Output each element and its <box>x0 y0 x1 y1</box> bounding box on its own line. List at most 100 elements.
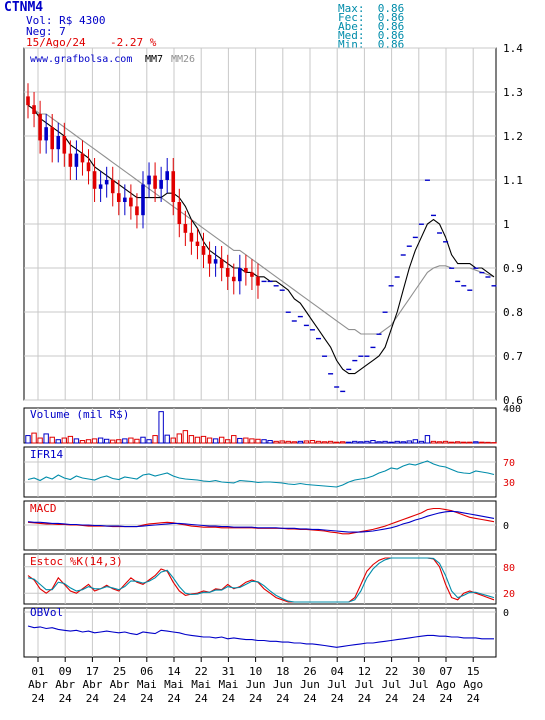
volume-tick-label: 400 <box>503 404 521 415</box>
volume-bar <box>31 432 37 444</box>
volume-bar <box>340 441 346 444</box>
price-tick-mark <box>340 390 346 393</box>
x-day-label: 22 <box>385 665 398 678</box>
x-month-label: Abr <box>55 678 75 691</box>
stoch-d-line <box>27 557 495 603</box>
price-tick-mark <box>376 333 382 335</box>
volume-bar <box>97 437 104 444</box>
x-month-label: Jul <box>409 678 429 691</box>
price-tick-mark <box>267 280 273 283</box>
x-day-label: 15 <box>467 665 480 678</box>
macd-title: MACD <box>30 502 57 515</box>
open-label: Abe: 0.86 <box>338 20 405 33</box>
volume-bar <box>116 439 122 444</box>
volume-bar <box>91 438 98 444</box>
x-month-label: Jun <box>246 678 266 691</box>
obv-panel <box>23 607 497 658</box>
volume-bar <box>255 438 261 444</box>
price-tick-mark <box>291 320 297 322</box>
volume-bar <box>382 440 388 444</box>
price-tick-mark <box>315 337 321 340</box>
candle-body <box>98 184 103 189</box>
volume-bar <box>473 441 479 444</box>
volume-bar <box>206 437 213 444</box>
x-day-label: 26 <box>303 665 316 678</box>
volume-bar <box>122 438 128 444</box>
volume-bar <box>43 433 49 444</box>
volume-bar <box>333 441 340 444</box>
volume-bar <box>249 438 255 444</box>
candle-body <box>141 184 145 216</box>
volume-bar <box>200 435 207 444</box>
price-tick-mark <box>461 285 467 287</box>
ticker-symbol: CTNM4 <box>4 0 44 15</box>
candle-body <box>183 224 188 233</box>
obv-title: OBVol <box>30 606 63 619</box>
x-month-label: Ago <box>436 678 456 691</box>
x-year-label: 24 <box>167 692 181 705</box>
volume-bar <box>25 435 31 444</box>
volume-bar <box>352 440 358 444</box>
price-tick-mark <box>279 289 285 291</box>
volume-bar <box>400 441 406 444</box>
volume-bar <box>430 440 437 444</box>
candle-body <box>244 268 248 273</box>
price-tick-mark <box>346 368 352 371</box>
price-tick-mark <box>449 267 455 269</box>
x-year-label: 24 <box>439 692 453 705</box>
candle-body <box>147 175 151 185</box>
volume-bar <box>321 441 328 444</box>
price-tick-mark <box>412 236 418 239</box>
x-year-label: 24 <box>385 692 399 705</box>
candle-body <box>238 268 242 282</box>
price-tick-mark <box>400 254 406 256</box>
ifr-title: IFR14 <box>30 448 63 461</box>
volume-bar <box>267 440 273 444</box>
price-tick-mark <box>479 271 485 274</box>
volume-bar <box>261 439 267 444</box>
x-month-label: Jun <box>273 678 293 691</box>
ifr-tick-70: 70 <box>503 458 515 469</box>
volume-bar <box>134 438 140 444</box>
obv-panel-frame <box>23 607 497 658</box>
x-day-label: 30 <box>412 665 425 678</box>
price-tick-mark <box>394 276 400 278</box>
candle-body <box>213 259 218 264</box>
source-label: www.grafbolsa.com <box>30 54 132 65</box>
candle-body <box>195 241 200 246</box>
candle-body <box>80 153 85 163</box>
stoch-tick-20: 20 <box>503 589 515 600</box>
volume-bar <box>182 430 189 444</box>
volume-bar <box>364 440 370 444</box>
price-tick-mark <box>303 324 309 327</box>
min-label: Min: 0.86 <box>338 38 405 51</box>
x-year-label: 24 <box>59 692 73 705</box>
x-day-label: 25 <box>113 665 126 678</box>
x-day-label: 07 <box>439 665 452 678</box>
x-year-label: 24 <box>113 692 127 705</box>
volume-bar <box>188 435 195 444</box>
candle-body <box>225 268 230 277</box>
x-day-label: 17 <box>86 665 99 678</box>
volume-bar <box>146 439 152 444</box>
candle-body <box>171 171 176 202</box>
volume-bar <box>291 441 297 444</box>
macd-panel <box>23 500 497 551</box>
volume-bar <box>55 439 61 444</box>
obv-tick-0: 0 <box>503 608 509 619</box>
price-tick-label: 0.8 <box>503 306 523 319</box>
price-tick-label: 1.1 <box>503 174 523 187</box>
x-year-label: 24 <box>331 692 345 705</box>
legend-mm7: MM7 <box>145 54 163 65</box>
x-month-label: Abr <box>82 678 102 691</box>
volume-bar <box>231 435 237 444</box>
x-day-label: 14 <box>167 665 181 678</box>
price-tick-mark <box>473 267 479 269</box>
volume-bar <box>37 437 43 444</box>
x-month-label: Jul <box>327 678 347 691</box>
x-day-label: 04 <box>331 665 345 678</box>
candle-body <box>104 180 109 185</box>
x-month-label: Abr <box>28 678 48 691</box>
candle-body <box>159 180 163 189</box>
candle-body <box>50 127 55 150</box>
